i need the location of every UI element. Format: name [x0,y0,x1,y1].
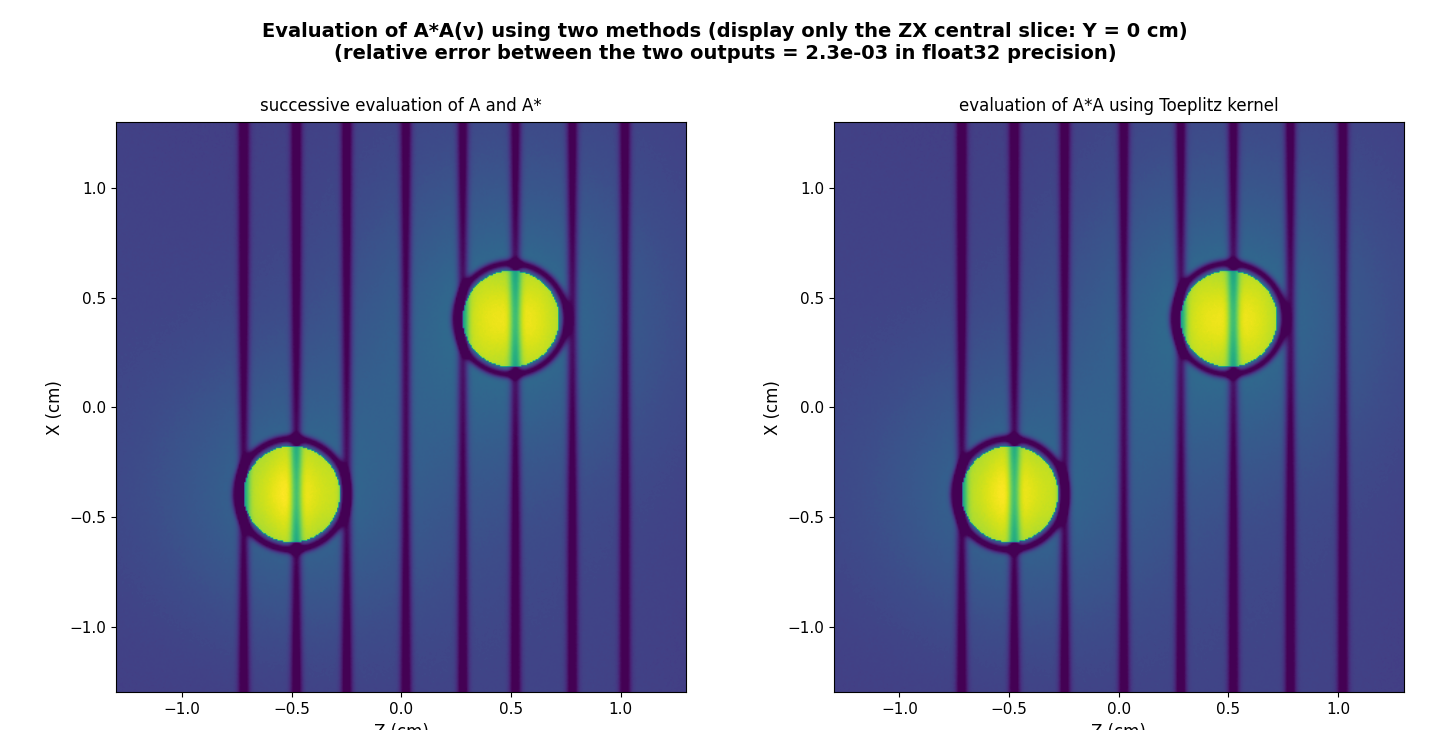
Y-axis label: X (cm): X (cm) [46,380,64,434]
Title: successive evaluation of A and A*: successive evaluation of A and A* [261,97,542,115]
Text: Evaluation of A*A(v) using two methods (display only the ZX central slice: Y = 0: Evaluation of A*A(v) using two methods (… [262,22,1188,63]
X-axis label: Z (cm): Z (cm) [1092,723,1147,730]
Title: evaluation of A*A using Toeplitz kernel: evaluation of A*A using Toeplitz kernel [958,97,1279,115]
X-axis label: Z (cm): Z (cm) [374,723,429,730]
Y-axis label: X (cm): X (cm) [764,380,782,434]
